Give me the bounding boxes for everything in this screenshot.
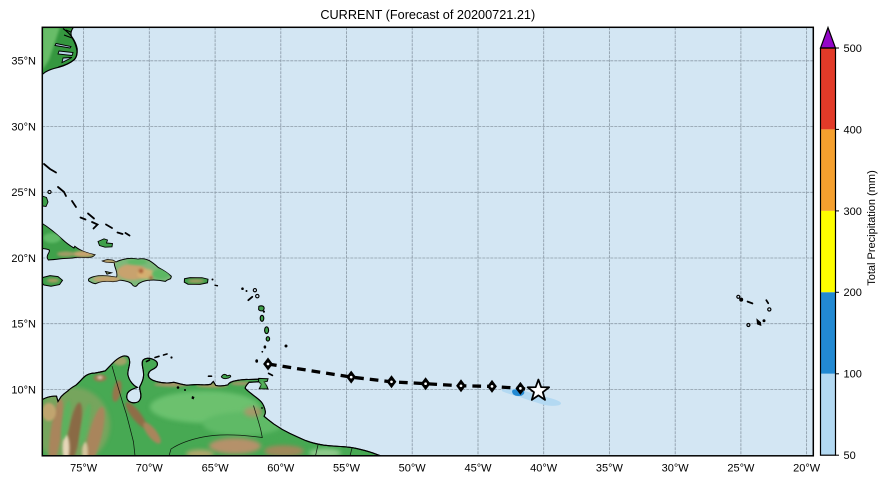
svg-text:45°W: 45°W bbox=[464, 463, 492, 475]
svg-text:30°W: 30°W bbox=[662, 463, 690, 475]
svg-text:60°W: 60°W bbox=[267, 463, 295, 475]
svg-text:100: 100 bbox=[844, 369, 862, 381]
svg-text:CURRENT (Forecast of 20200721.: CURRENT (Forecast of 20200721.21) bbox=[320, 8, 535, 22]
svg-text:55°W: 55°W bbox=[333, 463, 361, 475]
svg-text:75°W: 75°W bbox=[70, 463, 98, 475]
svg-text:35°W: 35°W bbox=[596, 463, 624, 475]
svg-text:15°N: 15°N bbox=[11, 319, 36, 331]
svg-text:20°N: 20°N bbox=[11, 253, 36, 265]
svg-text:65°W: 65°W bbox=[202, 463, 230, 475]
svg-text:50°W: 50°W bbox=[399, 463, 427, 475]
svg-text:40°W: 40°W bbox=[530, 463, 558, 475]
svg-text:Total Precipitation (mm): Total Precipitation (mm) bbox=[866, 170, 878, 286]
svg-text:30°N: 30°N bbox=[11, 121, 36, 133]
svg-text:25°W: 25°W bbox=[727, 463, 755, 475]
svg-text:25°N: 25°N bbox=[11, 187, 36, 199]
svg-text:200: 200 bbox=[844, 287, 862, 299]
svg-text:20°W: 20°W bbox=[793, 463, 821, 475]
svg-text:300: 300 bbox=[844, 206, 862, 218]
svg-text:50: 50 bbox=[844, 450, 856, 462]
svg-text:10°N: 10°N bbox=[11, 384, 36, 396]
svg-text:70°W: 70°W bbox=[136, 463, 164, 475]
svg-text:35°N: 35°N bbox=[11, 56, 36, 68]
svg-text:400: 400 bbox=[844, 124, 862, 136]
svg-text:500: 500 bbox=[844, 43, 862, 55]
